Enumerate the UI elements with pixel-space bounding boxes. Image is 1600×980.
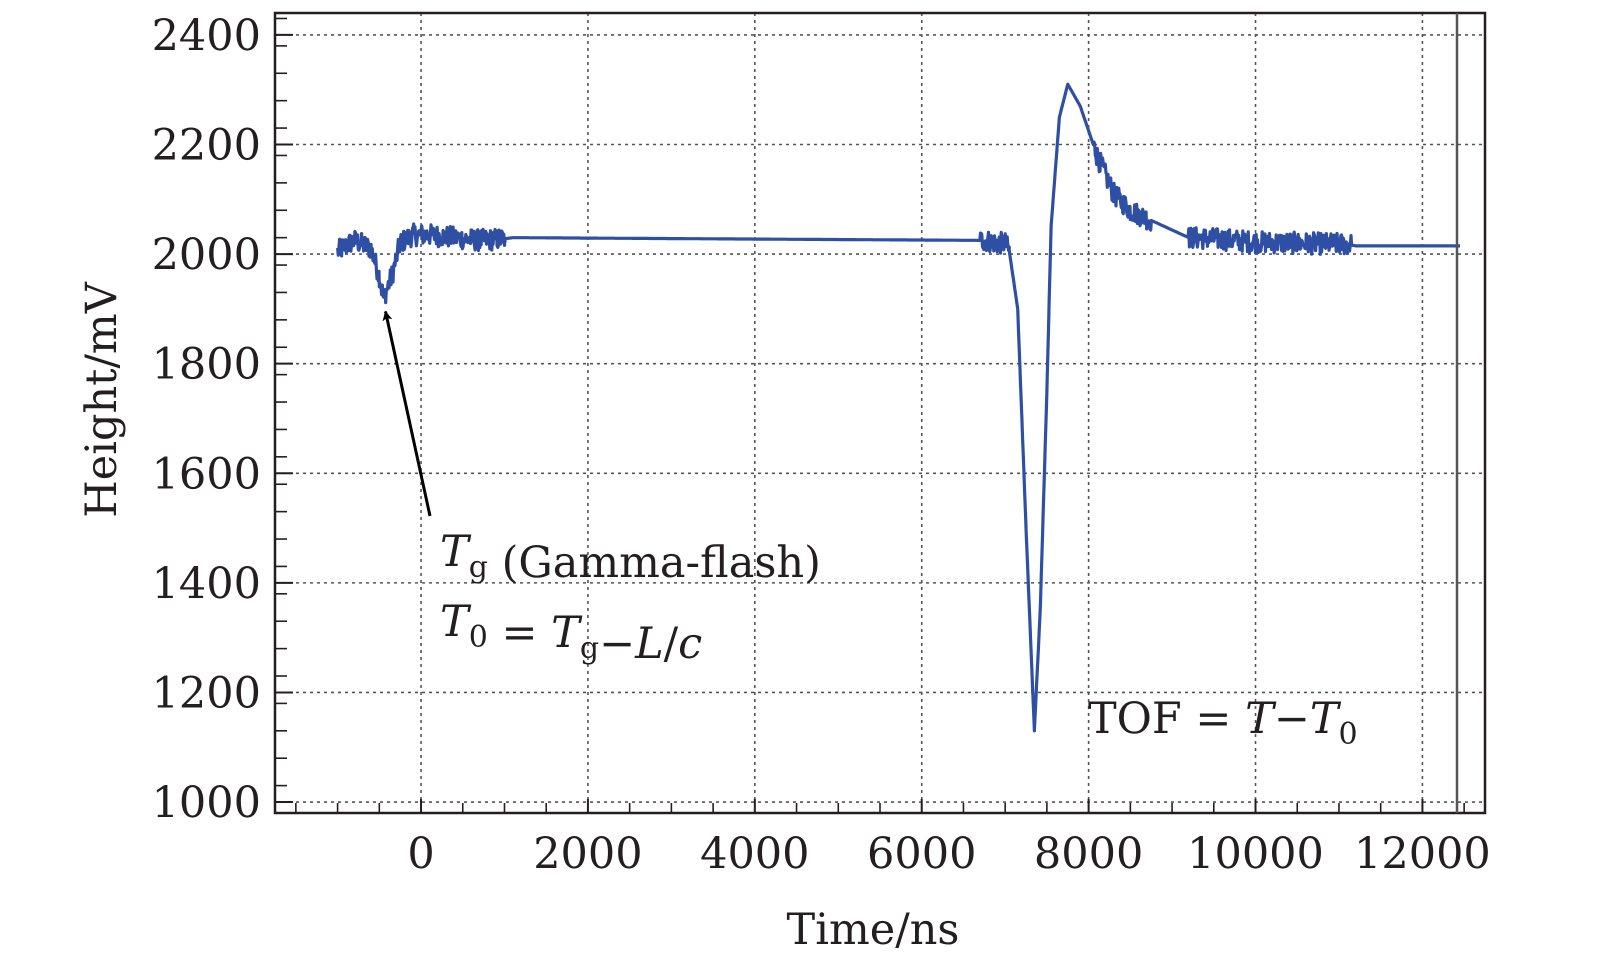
annotation-text: T0 = Tg−L/c xyxy=(440,597,702,669)
annotation-segment: TOF = xyxy=(1088,694,1245,744)
annotation-text: Tg (Gamma-flash) xyxy=(440,527,821,588)
plot-background xyxy=(275,13,1485,813)
annotation-segment: (Gamma-flash) xyxy=(488,538,821,588)
y-tick-label: 1200 xyxy=(152,668,261,718)
series-layer xyxy=(336,82,1462,733)
annotation-segment: T xyxy=(440,597,472,647)
annotation-segment: T xyxy=(551,608,583,658)
x-tick-label: 6000 xyxy=(867,829,976,879)
annotation-segment: T xyxy=(440,527,472,577)
annotation-segment: = xyxy=(488,608,551,658)
x-tick-label: 2000 xyxy=(533,829,642,879)
annotation-segment: c xyxy=(678,619,702,669)
y-tick-label: 2400 xyxy=(152,11,261,61)
x-tick-label: 12000 xyxy=(1354,829,1491,879)
series-line xyxy=(336,82,1462,733)
minor-ticks xyxy=(275,17,1465,814)
y-tick-label: 2200 xyxy=(152,121,261,171)
x-tick-labels: 0 2000 4000 6000 8000 10000 12000 xyxy=(407,829,1490,879)
annotation-segment: T xyxy=(1310,694,1342,744)
annotation-segment: T xyxy=(1245,694,1277,744)
annotation-segment: 0 xyxy=(469,620,488,655)
annotation-segment: L xyxy=(634,619,664,669)
annotation-arrow xyxy=(382,310,432,517)
annotation-segment: − xyxy=(599,619,635,669)
y-axis-label: Height/mV xyxy=(77,281,127,517)
x-tick-label: 8000 xyxy=(1034,829,1143,879)
plot-frame xyxy=(273,11,1487,815)
grid-lines xyxy=(275,13,1485,813)
y-tick-label: 1600 xyxy=(152,449,261,499)
annotation-segment: g xyxy=(580,631,599,666)
annotation-segment: / xyxy=(664,619,679,669)
annotation-text: TOF = T−T0 xyxy=(1088,694,1358,752)
annotation-segment: 0 xyxy=(1339,717,1358,752)
x-tick-label: 0 xyxy=(407,829,434,879)
x-tick-label: 10000 xyxy=(1187,829,1324,879)
x-tick-label: 4000 xyxy=(700,829,809,879)
annotation-segment: − xyxy=(1274,694,1310,744)
y-tick-label: 1000 xyxy=(152,778,261,828)
annotation-segment: g xyxy=(469,550,488,585)
x-axis-label: Time/ns xyxy=(787,905,960,955)
y-tick-label: 1800 xyxy=(152,340,261,390)
y-tick-label: 2000 xyxy=(152,230,261,280)
y-tick-labels: 1000 1200 1400 1600 1800 2000 2200 2400 xyxy=(152,11,261,828)
y-tick-label: 1400 xyxy=(152,559,261,609)
